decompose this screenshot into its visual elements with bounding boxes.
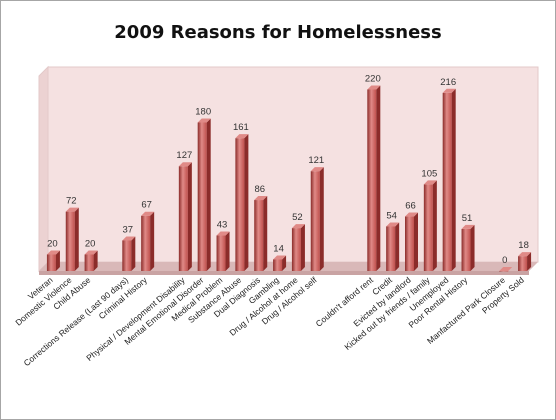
- bar: [141, 211, 155, 271]
- value-label: 18: [518, 240, 529, 251]
- bar: [254, 196, 268, 271]
- value-label: 121: [308, 155, 324, 166]
- bar: [291, 224, 305, 271]
- bar: [122, 236, 136, 271]
- bar: [405, 212, 418, 271]
- bar: [310, 167, 324, 271]
- bar: [235, 134, 249, 271]
- bar: [499, 267, 513, 272]
- bar: [65, 207, 79, 271]
- value-label: 220: [365, 74, 381, 85]
- value-label: 52: [292, 212, 303, 223]
- value-label: 180: [195, 107, 211, 118]
- value-label: 127: [176, 150, 192, 161]
- bar: [386, 222, 400, 271]
- value-label: 20: [47, 239, 58, 250]
- value-label: 105: [421, 168, 437, 179]
- value-label: 14: [273, 243, 284, 254]
- value-label: 54: [386, 210, 397, 221]
- bar: [442, 88, 456, 271]
- value-label: 37: [123, 224, 134, 235]
- bar: [367, 85, 381, 271]
- bars: [46, 85, 532, 272]
- bar: [461, 224, 475, 271]
- value-label: 67: [141, 200, 152, 211]
- value-label: 86: [254, 184, 265, 195]
- plot-floor-edge: [39, 271, 529, 275]
- bar: [197, 118, 211, 271]
- bar: [518, 252, 532, 271]
- bar: [46, 250, 60, 271]
- bar: [423, 180, 437, 271]
- value-label: 43: [217, 220, 228, 231]
- value-label: 51: [462, 213, 473, 224]
- value-label: 161: [233, 122, 249, 133]
- value-label: 66: [405, 201, 416, 212]
- bar: [84, 250, 98, 271]
- chart-title: 2009 Reasons for Homelessness: [114, 22, 442, 43]
- bar: [273, 255, 287, 271]
- value-label: 20: [85, 239, 96, 250]
- value-label: 216: [440, 77, 456, 88]
- bar: [216, 231, 230, 271]
- bar: [178, 162, 192, 271]
- value-label: 72: [66, 196, 77, 207]
- value-labels: 2072203767127180431618614521212205466105…: [47, 74, 529, 267]
- value-label: 0: [502, 255, 507, 266]
